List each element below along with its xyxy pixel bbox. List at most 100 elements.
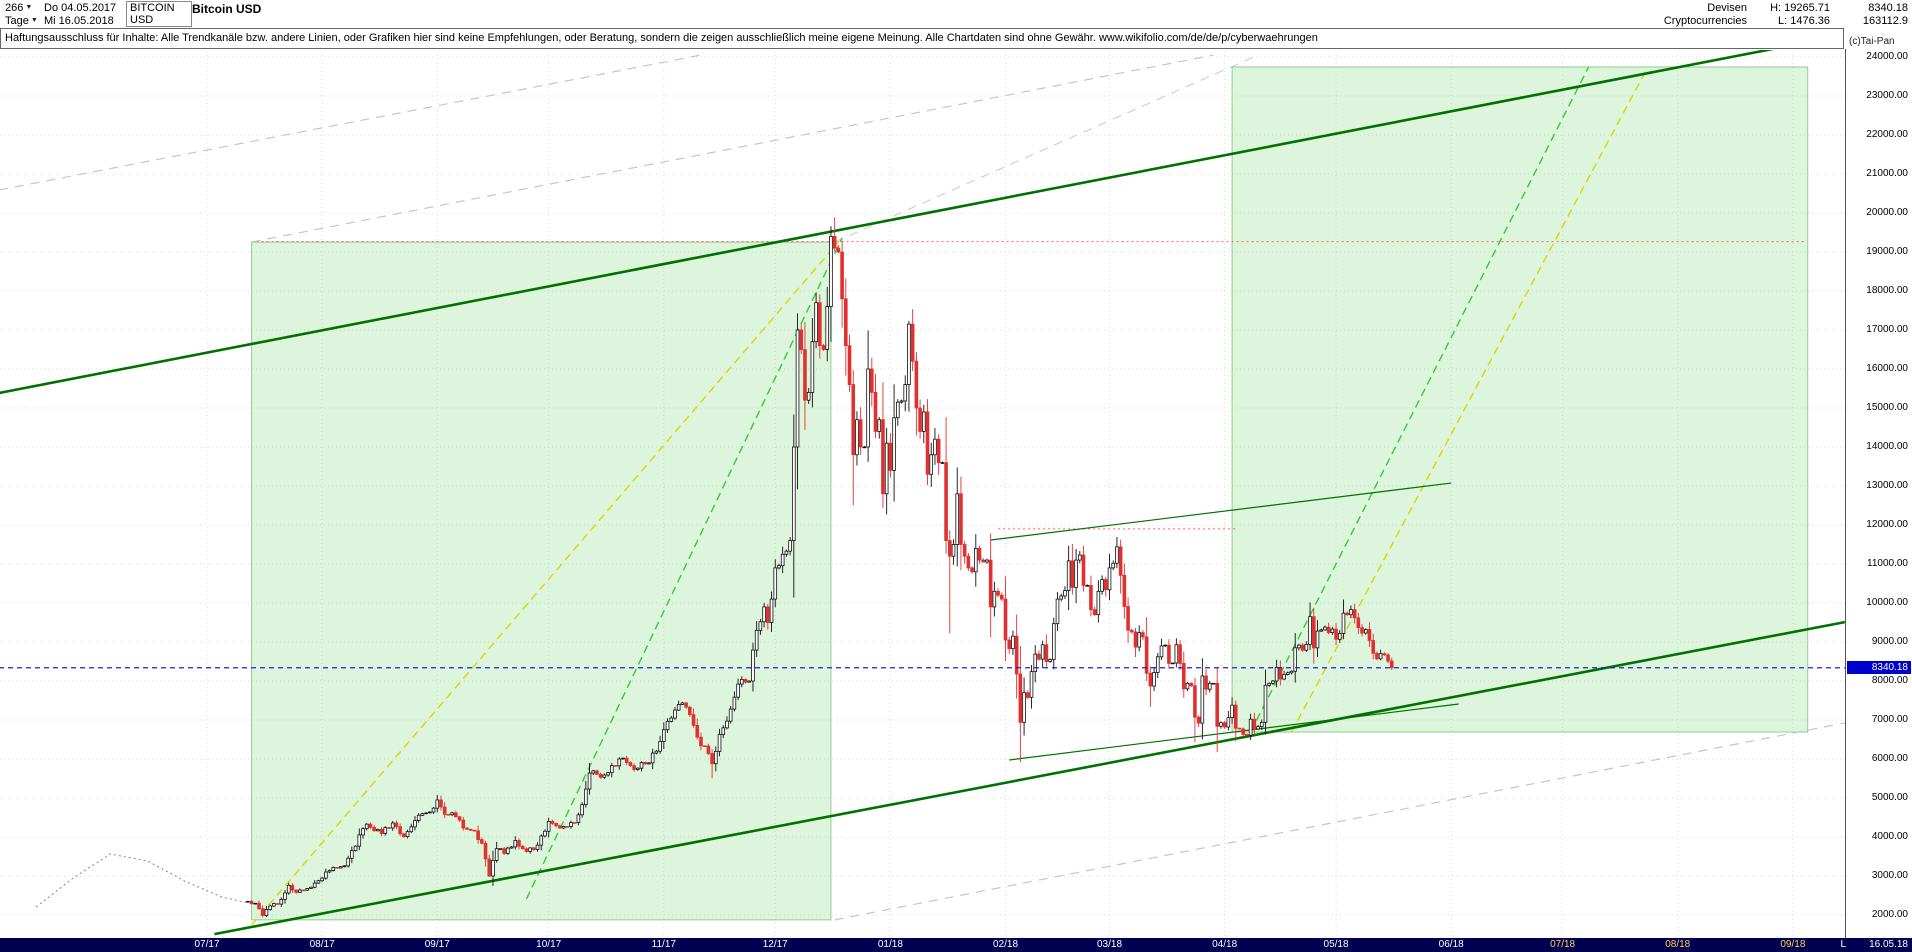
trend-zone-2[interactable] (1231, 66, 1809, 733)
candle-body (873, 392, 878, 432)
candle-body (758, 621, 763, 631)
candle-body (1237, 727, 1242, 730)
time-tick-label: 07/18 (1550, 939, 1576, 950)
gray-channel-line-1[interactable] (0, 54, 702, 191)
candle-body (1155, 656, 1160, 673)
price-tick-label: 18000.00 (1866, 285, 1908, 296)
candle-body (702, 745, 707, 748)
disclaimer-bar: Haftungsausschluss für Inhalte: Alle Tre… (0, 28, 1844, 49)
candle-body (695, 724, 700, 738)
candle-body (922, 411, 926, 432)
candle-body (576, 814, 581, 823)
candle-body (353, 845, 358, 852)
price-tick-label: 12000.00 (1866, 519, 1908, 530)
candle-body (1330, 628, 1335, 634)
candle-body (740, 679, 744, 685)
candle-body (1352, 609, 1357, 619)
candle-body (246, 900, 250, 903)
candle-body (944, 462, 948, 542)
candle-body (338, 866, 343, 869)
candle-body (1107, 567, 1112, 591)
candle-body (550, 821, 555, 824)
candle-body (929, 454, 934, 475)
yellow-diagonal-1[interactable] (251, 241, 839, 926)
candle-body (294, 889, 298, 893)
candle-body (766, 606, 770, 623)
upper-channel-line[interactable] (0, 35, 1845, 395)
price-tick-label: 4000.00 (1871, 831, 1908, 842)
chart-canvas[interactable] (0, 0, 1845, 952)
candle-body (361, 828, 365, 836)
gray-steep-line[interactable] (834, 54, 1259, 243)
candle-body (1051, 623, 1056, 660)
candle-body (286, 884, 291, 894)
candle-body (316, 880, 321, 884)
market-category-2: Cryptocurrencies (1663, 15, 1747, 27)
candle-body (546, 821, 551, 832)
candle-body (368, 823, 373, 828)
resistance-line[interactable] (990, 482, 1452, 541)
candle-body (1382, 653, 1387, 656)
candle-body (777, 565, 781, 569)
candle-body (684, 702, 688, 708)
candle-body (554, 823, 558, 827)
candle-body (535, 844, 540, 850)
trend-zone-1[interactable] (251, 241, 832, 921)
price-axis[interactable]: 8340.18 24000.00 23000.00 22000.00 21000.00… (1845, 49, 1912, 938)
candle-body (825, 306, 830, 350)
candle-body (268, 905, 272, 910)
candle-body (372, 827, 376, 832)
candle-body (390, 822, 395, 829)
candle-body (647, 762, 651, 765)
prior-data-line (35, 853, 248, 908)
candle-body (1389, 660, 1394, 669)
green-diagonal-1[interactable] (525, 237, 843, 900)
bars-count-select[interactable]: 266 ▼ (5, 2, 32, 14)
candle-body (342, 865, 347, 868)
gray-channel-line-3[interactable] (834, 722, 1845, 921)
volume-value: 163112.9 (1862, 15, 1908, 27)
candle-body (1174, 644, 1179, 664)
candle-body (561, 826, 566, 829)
candle-body (394, 822, 399, 828)
symbol-field[interactable]: BITCOIN USD (126, 1, 192, 27)
candle-body (1304, 643, 1309, 651)
candle-body (1096, 590, 1101, 616)
candle-body (1115, 546, 1119, 564)
candle-body (665, 720, 670, 731)
candle-body (450, 812, 454, 816)
candle-body (595, 770, 599, 775)
candle-body (539, 835, 544, 846)
candle-body (517, 840, 521, 847)
green-diagonal-2[interactable] (1250, 66, 1590, 733)
candle-body (814, 302, 818, 343)
candle-body (706, 745, 711, 754)
candle-body (936, 438, 941, 464)
time-tick-label: 08/18 (1665, 939, 1691, 950)
candle-body (1100, 579, 1104, 592)
candle-body (844, 298, 848, 347)
candle-body (1025, 692, 1030, 698)
lower-channel-line[interactable] (214, 620, 1845, 936)
period-select[interactable]: Tage ▼ (5, 15, 38, 27)
candle-body (364, 823, 369, 830)
time-axis[interactable]: L 16.05.18 07/17 08/17 09/17 10/17 11/17 12/1… (0, 938, 1912, 952)
candle-body (714, 750, 718, 765)
candle-body (1118, 546, 1123, 576)
candle-body (1148, 672, 1153, 687)
candle-body (1103, 579, 1108, 591)
candle-body (662, 729, 666, 742)
candle-body (1085, 585, 1090, 587)
candle-body (628, 762, 633, 766)
symbol-currency: USD (130, 14, 154, 26)
candle-body (435, 799, 440, 809)
gray-channel-line-2[interactable] (251, 54, 1214, 243)
candle-body (1271, 680, 1275, 684)
prior-data (35, 853, 248, 908)
candle-body (806, 392, 811, 401)
candle-body (506, 847, 510, 854)
support-line[interactable] (1009, 703, 1459, 761)
candle-body (673, 709, 677, 719)
yellow-diagonal-2[interactable] (1290, 66, 1649, 733)
candle-body (680, 702, 685, 705)
